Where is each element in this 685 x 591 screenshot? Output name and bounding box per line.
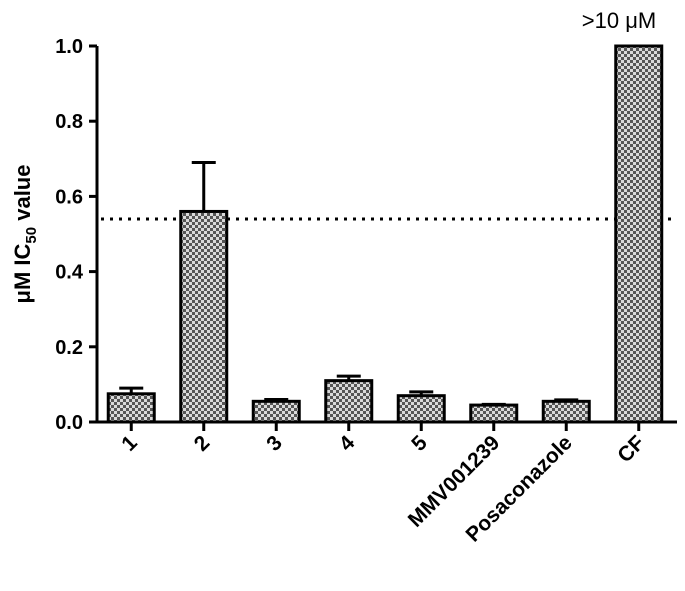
bar [614, 44, 664, 424]
y-axis-label: μM IC50 value [10, 165, 40, 304]
y-tick-label: 0.0 [55, 412, 83, 434]
bar [106, 392, 156, 424]
x-tick-label: 2 [190, 431, 215, 456]
x-tick-label: CF [613, 431, 649, 467]
bar [396, 394, 446, 424]
bar [251, 399, 301, 424]
y-tick-label: 0.8 [55, 111, 83, 133]
y-tick-label: 1.0 [55, 36, 83, 58]
bar [469, 403, 519, 424]
cf-annotation: >10 μM [582, 8, 656, 33]
y-tick-label: 0.2 [55, 337, 83, 359]
x-tick-label: 4 [335, 431, 360, 456]
y-tick-label: 0.4 [55, 262, 84, 284]
x-tick-label: 1 [117, 431, 142, 456]
x-tick-label: 5 [407, 431, 432, 456]
bar [324, 379, 374, 424]
y-tick-label: 0.6 [55, 186, 83, 208]
bar [541, 399, 591, 424]
x-tick-label: 3 [262, 431, 287, 456]
bar [179, 209, 229, 424]
